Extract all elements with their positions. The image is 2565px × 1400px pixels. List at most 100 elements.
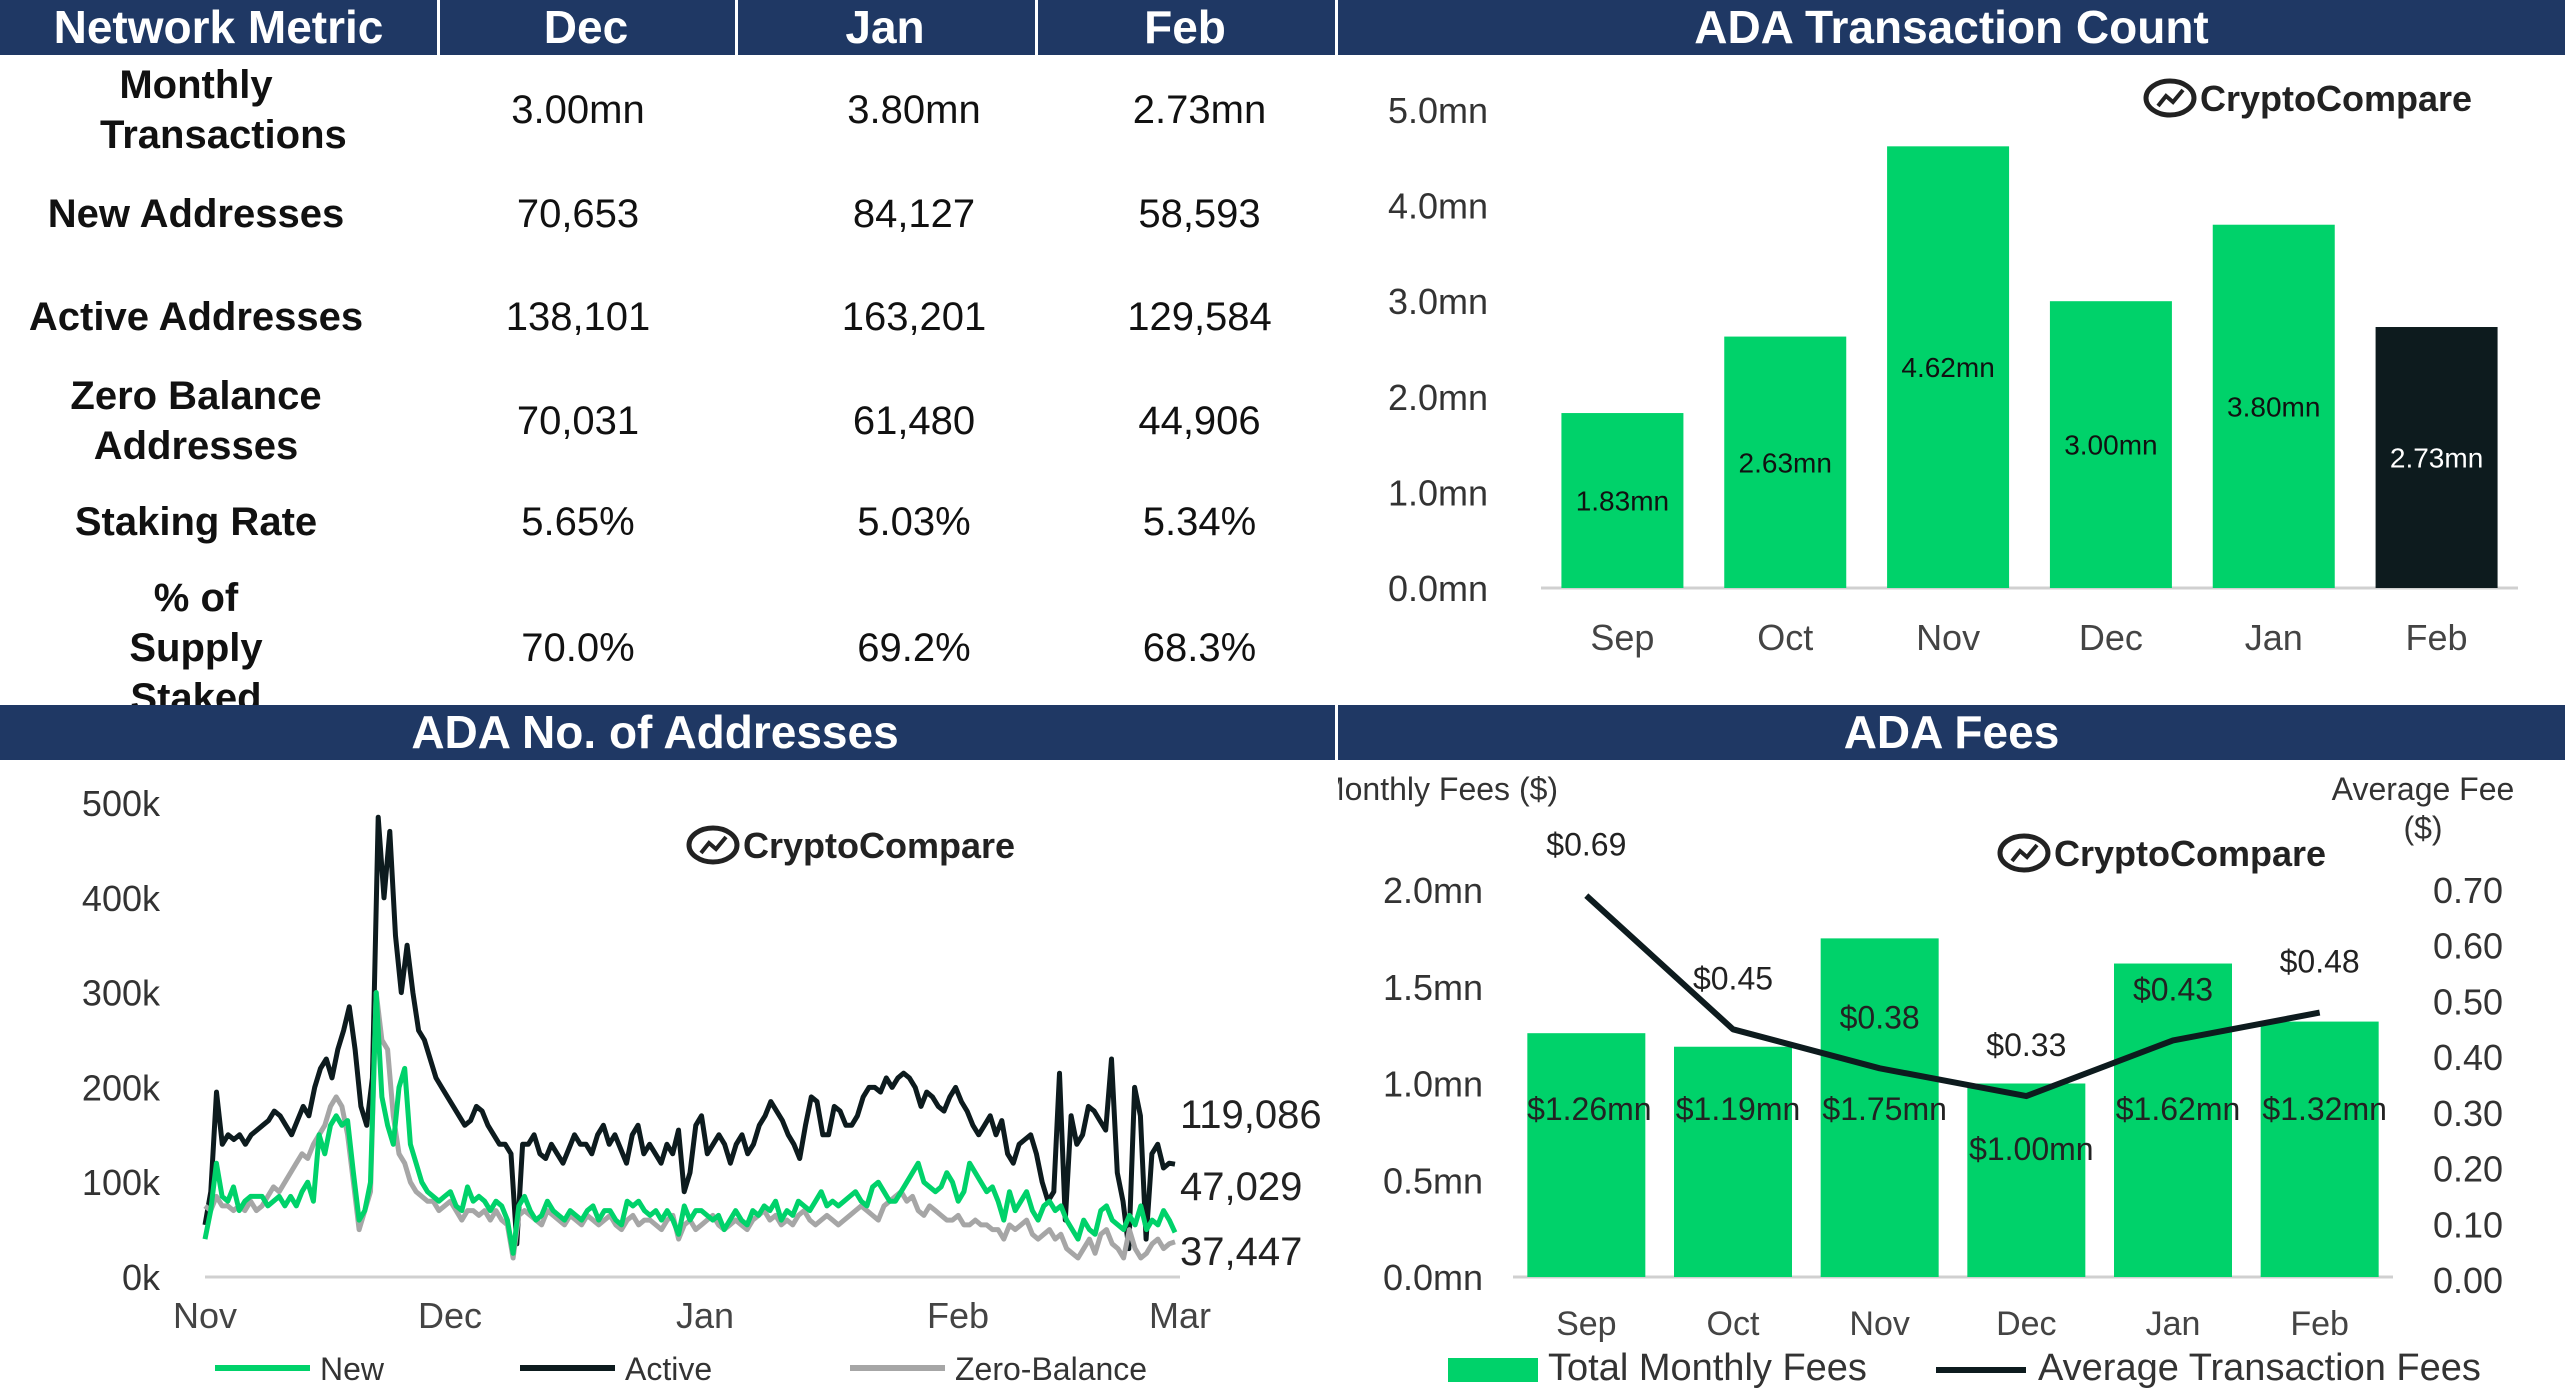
end-value-label: 119,086 [1180, 1093, 1322, 1137]
bar [1527, 1033, 1646, 1277]
line-data-label: $0.33 [1986, 1027, 2066, 1063]
bar [1887, 146, 2010, 588]
y-tick-label: 300k [82, 973, 161, 1014]
addresses-title: ADA No. of Addresses [411, 706, 899, 758]
bar [2049, 301, 2172, 588]
logo-mark-icon [686, 825, 740, 865]
bar-data-label: $1.62mn [2116, 1091, 2241, 1127]
bar-data-label: $1.00mn [1969, 1131, 2094, 1167]
bar [1967, 1083, 2086, 1277]
bar-data-label: 2.73mn [2390, 443, 2483, 474]
legend-label: Zero-Balance [955, 1351, 1147, 1387]
y-tick-label-left: 0.0mn [1383, 1257, 1483, 1298]
bar [2375, 327, 2498, 588]
bar-data-label: 4.62mn [1901, 352, 1994, 383]
x-tick-label: Mar [1149, 1295, 1211, 1336]
y-tick-label: 0.0mn [1388, 568, 1488, 609]
top-header-bar [0, 0, 2565, 55]
y-tick-label-right: 0.60 [2433, 926, 2503, 967]
cell-jan: 61,480 [852, 398, 976, 443]
fees-title: ADA Fees [1843, 706, 2060, 758]
cell-dec: 5.65% [521, 499, 635, 544]
legend-swatch [1448, 1358, 1538, 1382]
x-tick-label: Oct [1757, 617, 1813, 658]
row-label: New Addresses [47, 192, 345, 236]
header-divider [1035, 0, 1038, 55]
tx-count-title: ADA Transaction Count [1694, 1, 2209, 53]
bar [1674, 1046, 1792, 1277]
y-tick-label: 5.0mn [1388, 90, 1488, 131]
logo-text: CryptoCompare [2054, 833, 2326, 874]
cell-jan: 5.03% [857, 499, 971, 544]
bar-data-label: 1.83mn [1576, 486, 1669, 517]
end-value-label: 37,447 [1180, 1230, 1302, 1274]
fees-chart: Monthly Fees ($) Average Fee($) 0.0mn 0.5mn… [1338, 771, 2515, 1389]
table-row: Zero Balance Addresses 70,031 61,480 44,… [0, 371, 1335, 471]
table-header-dec: Dec [543, 1, 629, 53]
bar [2114, 963, 2232, 1277]
x-tick-label: Dec [2079, 617, 2143, 658]
bar [2212, 224, 2335, 588]
cell-feb: 44,906 [1138, 398, 1261, 443]
cryptocompare-logo: CryptoCompare [686, 825, 1015, 866]
row-label: Monthly Transactions [100, 63, 347, 157]
logo-text: CryptoCompare [2200, 78, 2472, 119]
y-tick-label: 400k [82, 878, 161, 919]
y-tick-label: 500k [82, 783, 161, 824]
legend-label: Active [625, 1351, 712, 1387]
y-tick-label-left: 2.0mn [1383, 870, 1483, 911]
cryptocompare-logo: CryptoCompare [1997, 833, 2326, 874]
x-tick-label: Sep [1556, 1305, 1617, 1343]
cell-dec: 138,101 [505, 294, 651, 339]
cell-feb: 58,593 [1138, 191, 1261, 236]
x-tick-label: Feb [2290, 1305, 2349, 1343]
cell-feb: 129,584 [1127, 294, 1272, 339]
line-data-label: $0.43 [2133, 971, 2213, 1007]
row-label: Active Addresses [28, 295, 364, 339]
y-tick-label: 2.0mn [1388, 377, 1488, 418]
y-tick-label-left: 1.5mn [1383, 967, 1483, 1008]
table-row: Monthly Transactions 3.00mn 3.80mn 2.73m… [0, 55, 1335, 165]
x-tick-label: Jan [2245, 617, 2303, 658]
line-data-label: $0.45 [1693, 960, 1773, 996]
y-tick-label: 100k [82, 1162, 161, 1203]
cell-dec: 70,031 [516, 398, 640, 443]
cell-jan: 3.80mn [847, 87, 981, 132]
y-tick-label-left: 0.5mn [1383, 1160, 1483, 1201]
x-tick-label: Nov [173, 1295, 237, 1336]
cell-dec: 70,653 [516, 191, 640, 236]
table-header-metric: Network Metric [53, 1, 384, 53]
cell-feb: 68.3% [1142, 625, 1257, 670]
x-tick-label: Nov [1916, 617, 1980, 658]
y-axis-right-title: Average Fee [2332, 771, 2515, 807]
series-line-active [202, 814, 1176, 1252]
cell-jan: 163,201 [841, 294, 987, 339]
table-row: Staking Rate 5.65% 5.03% 5.34% [0, 471, 1335, 573]
x-tick-label: Feb [2406, 617, 2468, 658]
legend-label: Average Transaction Fees [2038, 1347, 2481, 1389]
cryptocompare-logo: CryptoCompare [2143, 78, 2472, 119]
y-tick-label-right: 0.10 [2433, 1204, 2503, 1245]
bar-data-label: $1.19mn [1676, 1091, 1801, 1127]
y-tick-label-right: 0.40 [2433, 1037, 2503, 1078]
y-tick-label: 1.0mn [1388, 472, 1488, 513]
y-tick-label: 0k [122, 1257, 161, 1298]
y-tick-label-right: 0.30 [2433, 1093, 2503, 1134]
row-label: Staking Rate [74, 500, 318, 544]
x-tick-label: Oct [1707, 1305, 1760, 1343]
logo-mark-icon [2143, 78, 2197, 118]
header-divider [1335, 705, 1338, 760]
x-tick-label: Dec [1996, 1305, 2056, 1343]
table-header-feb: Feb [1144, 1, 1226, 53]
legend-label: New [320, 1351, 385, 1387]
avg-fee-line [1584, 893, 2321, 1100]
bar-data-label: $1.75mn [1822, 1091, 1947, 1127]
bar [2260, 1021, 2379, 1277]
y-tick-label-right: 0.70 [2433, 870, 2503, 911]
cell-jan: 69.2% [857, 625, 971, 670]
x-tick-label: Sep [1590, 617, 1654, 658]
y-axis-right-title: ($) [2403, 810, 2442, 846]
bar-data-label: 3.80mn [2227, 391, 2320, 422]
row-label: Zero Balance Addresses [70, 374, 322, 468]
cell-feb: 5.34% [1142, 499, 1257, 544]
